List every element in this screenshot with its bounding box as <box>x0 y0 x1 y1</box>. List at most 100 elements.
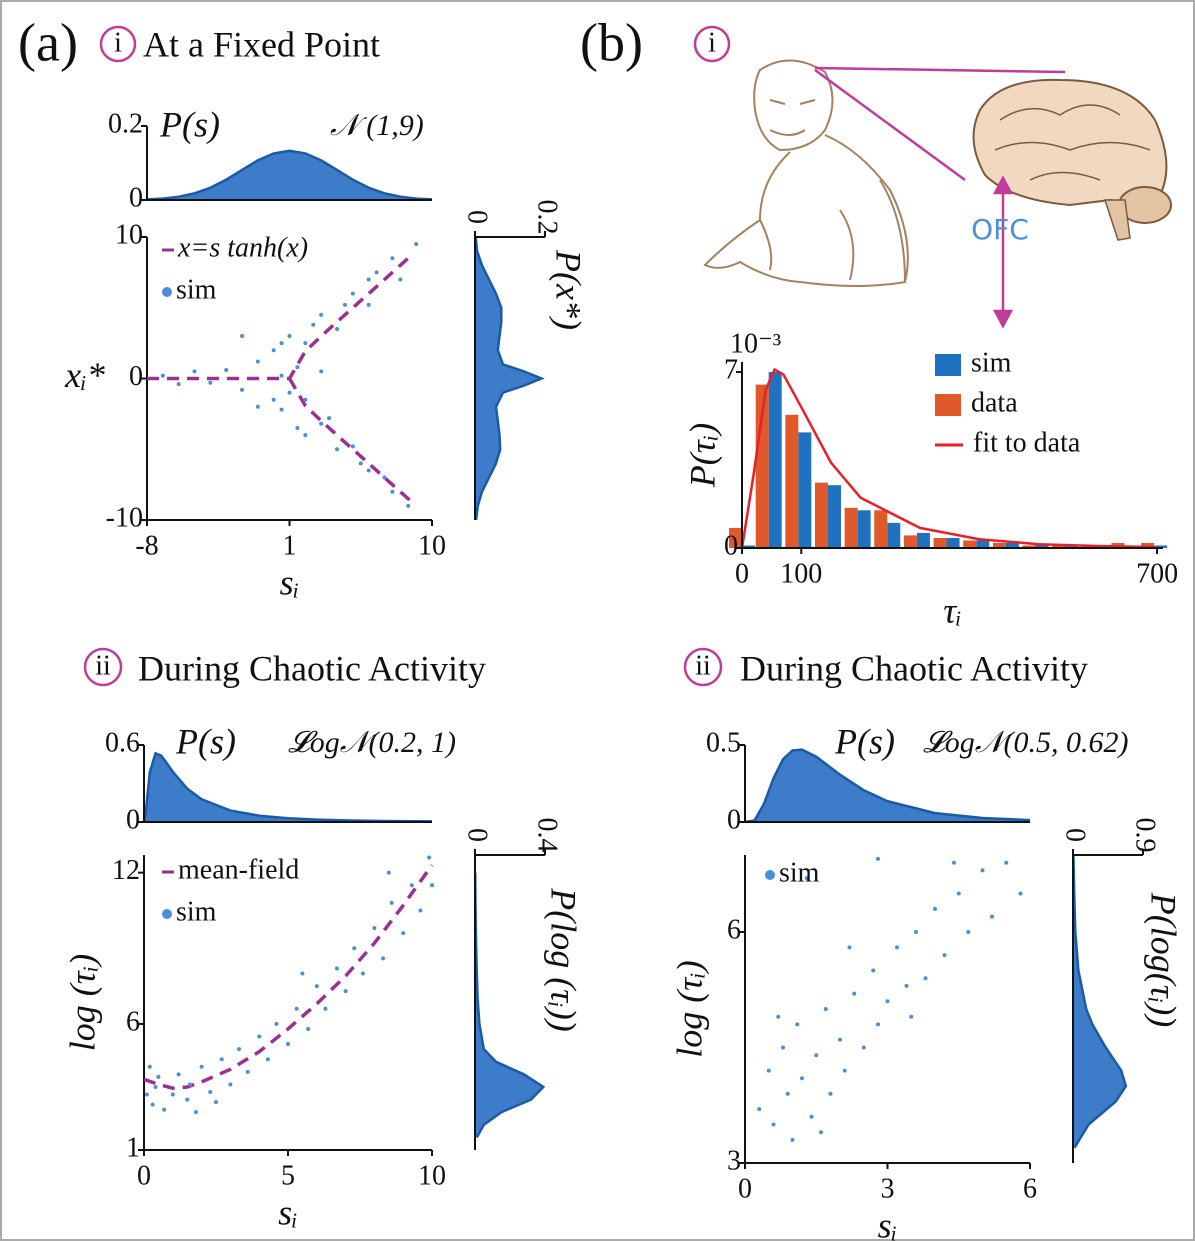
scatter-point <box>300 972 304 976</box>
scatter-point <box>344 989 348 993</box>
scatter-point <box>224 368 228 372</box>
x-tick-label: 6 <box>1023 1173 1037 1204</box>
scatter-point <box>414 242 418 246</box>
y-tick-label: 3 <box>727 1145 741 1176</box>
x-tick-label: 3 <box>881 1173 895 1204</box>
scatter-point <box>795 1022 799 1026</box>
scatter-point <box>272 348 276 352</box>
scatter-point <box>343 303 347 307</box>
scatter-point <box>375 270 379 274</box>
scatter-point <box>819 1130 823 1134</box>
scatter-point <box>383 476 387 480</box>
scatter-point <box>390 490 394 494</box>
scatter-point <box>327 416 331 420</box>
scatter-point <box>303 398 307 402</box>
scatter-point <box>148 1065 152 1069</box>
x-tick-label: 10 <box>418 530 446 561</box>
scatter-point <box>843 1069 847 1073</box>
scatter-point <box>387 871 391 875</box>
scatter-point <box>427 856 431 860</box>
scatter-point <box>266 1057 270 1061</box>
scatter-point <box>776 1015 780 1019</box>
scatter-point <box>220 1057 224 1061</box>
scatter-point <box>924 976 928 980</box>
scatter-point <box>177 1072 181 1076</box>
scatter-point <box>757 1107 761 1111</box>
scatter-point <box>800 1076 804 1080</box>
x-axis-label: sᵢ <box>280 562 300 602</box>
scatter-point <box>966 930 970 934</box>
scatter-point <box>838 1038 842 1042</box>
scatter-point <box>430 883 434 887</box>
scale-label: 10⁻³ <box>730 328 781 359</box>
bar <box>934 538 947 548</box>
scatter-point <box>177 382 181 386</box>
region-label: OFC <box>971 213 1029 246</box>
density-fill <box>475 237 542 520</box>
scatter-point <box>359 461 363 465</box>
x-tick-label: 0 <box>137 1160 151 1191</box>
bar <box>769 372 782 548</box>
scatter-point <box>240 334 244 338</box>
distribution-label: 𝓛og𝒩(0.5, 0.62) <box>923 726 1129 759</box>
part-number: i <box>708 27 716 58</box>
legend-swatch <box>935 354 961 376</box>
scatter-point <box>319 313 323 317</box>
scatter-point <box>295 426 299 430</box>
scatter-point <box>933 907 937 911</box>
scatter-point <box>208 381 212 385</box>
bar <box>887 523 900 548</box>
y-tick-label: 0.5 <box>706 727 741 758</box>
scatter-point <box>288 391 292 395</box>
scatter-point <box>351 444 355 448</box>
figure: (a) i At a Fixed Point ii During Chaotic… <box>0 0 1195 1241</box>
value-axis-label: P(x*) <box>549 249 589 330</box>
legend-label: mean-field <box>178 854 299 885</box>
legend-label: sim <box>779 857 820 888</box>
scatter-point <box>952 861 956 865</box>
value-tick-label: 0.2 <box>532 200 563 235</box>
scatter-point <box>288 334 292 338</box>
y-axis-label: P(s) <box>159 104 220 144</box>
bar <box>963 540 976 548</box>
scatter-point <box>280 374 284 378</box>
scatter-point <box>154 1085 158 1089</box>
scatter-point <box>208 1090 212 1094</box>
x-axis-label: τᵢ <box>943 590 962 630</box>
scatter-point <box>390 256 394 260</box>
bar <box>785 415 798 548</box>
scatter-point <box>214 1100 218 1104</box>
scatter-point <box>418 908 422 912</box>
bar <box>858 510 871 548</box>
panel-title: During Chaotic Activity <box>138 648 486 688</box>
scatter-point <box>1004 861 1008 865</box>
y-tick-label: 12 <box>112 855 140 886</box>
bar <box>798 432 811 548</box>
bar <box>815 483 828 548</box>
x-tick-label: 0 <box>735 558 749 589</box>
scatter-point <box>390 901 394 905</box>
scatter-point <box>228 1082 232 1086</box>
x-tick-label: -8 <box>135 530 158 561</box>
y-tick-label: -10 <box>106 502 143 533</box>
bar <box>947 538 960 548</box>
scatter-point <box>319 422 323 426</box>
legend-label: x=s tanh(x) <box>177 232 308 263</box>
scatter-point <box>151 1103 155 1107</box>
scatter-point <box>171 1093 175 1097</box>
x-axis-label: sᵢ <box>278 1192 298 1232</box>
legend-swatch <box>935 394 961 416</box>
value-tick-label: 0 <box>462 828 493 842</box>
scatter-point <box>367 468 371 472</box>
x-tick-label: 0 <box>738 1173 752 1204</box>
y-axis-label: P(s) <box>175 721 236 761</box>
density-fill <box>1073 855 1126 1148</box>
x-tick-label: 100 <box>780 558 822 589</box>
y-tick-label: 10 <box>115 219 143 250</box>
scatter-point <box>895 945 899 949</box>
legend-dot <box>162 287 172 297</box>
scatter-point <box>352 946 356 950</box>
scatter-point <box>161 374 165 378</box>
y-axis-label: P(s) <box>834 721 895 761</box>
part-number: ii <box>695 650 711 681</box>
